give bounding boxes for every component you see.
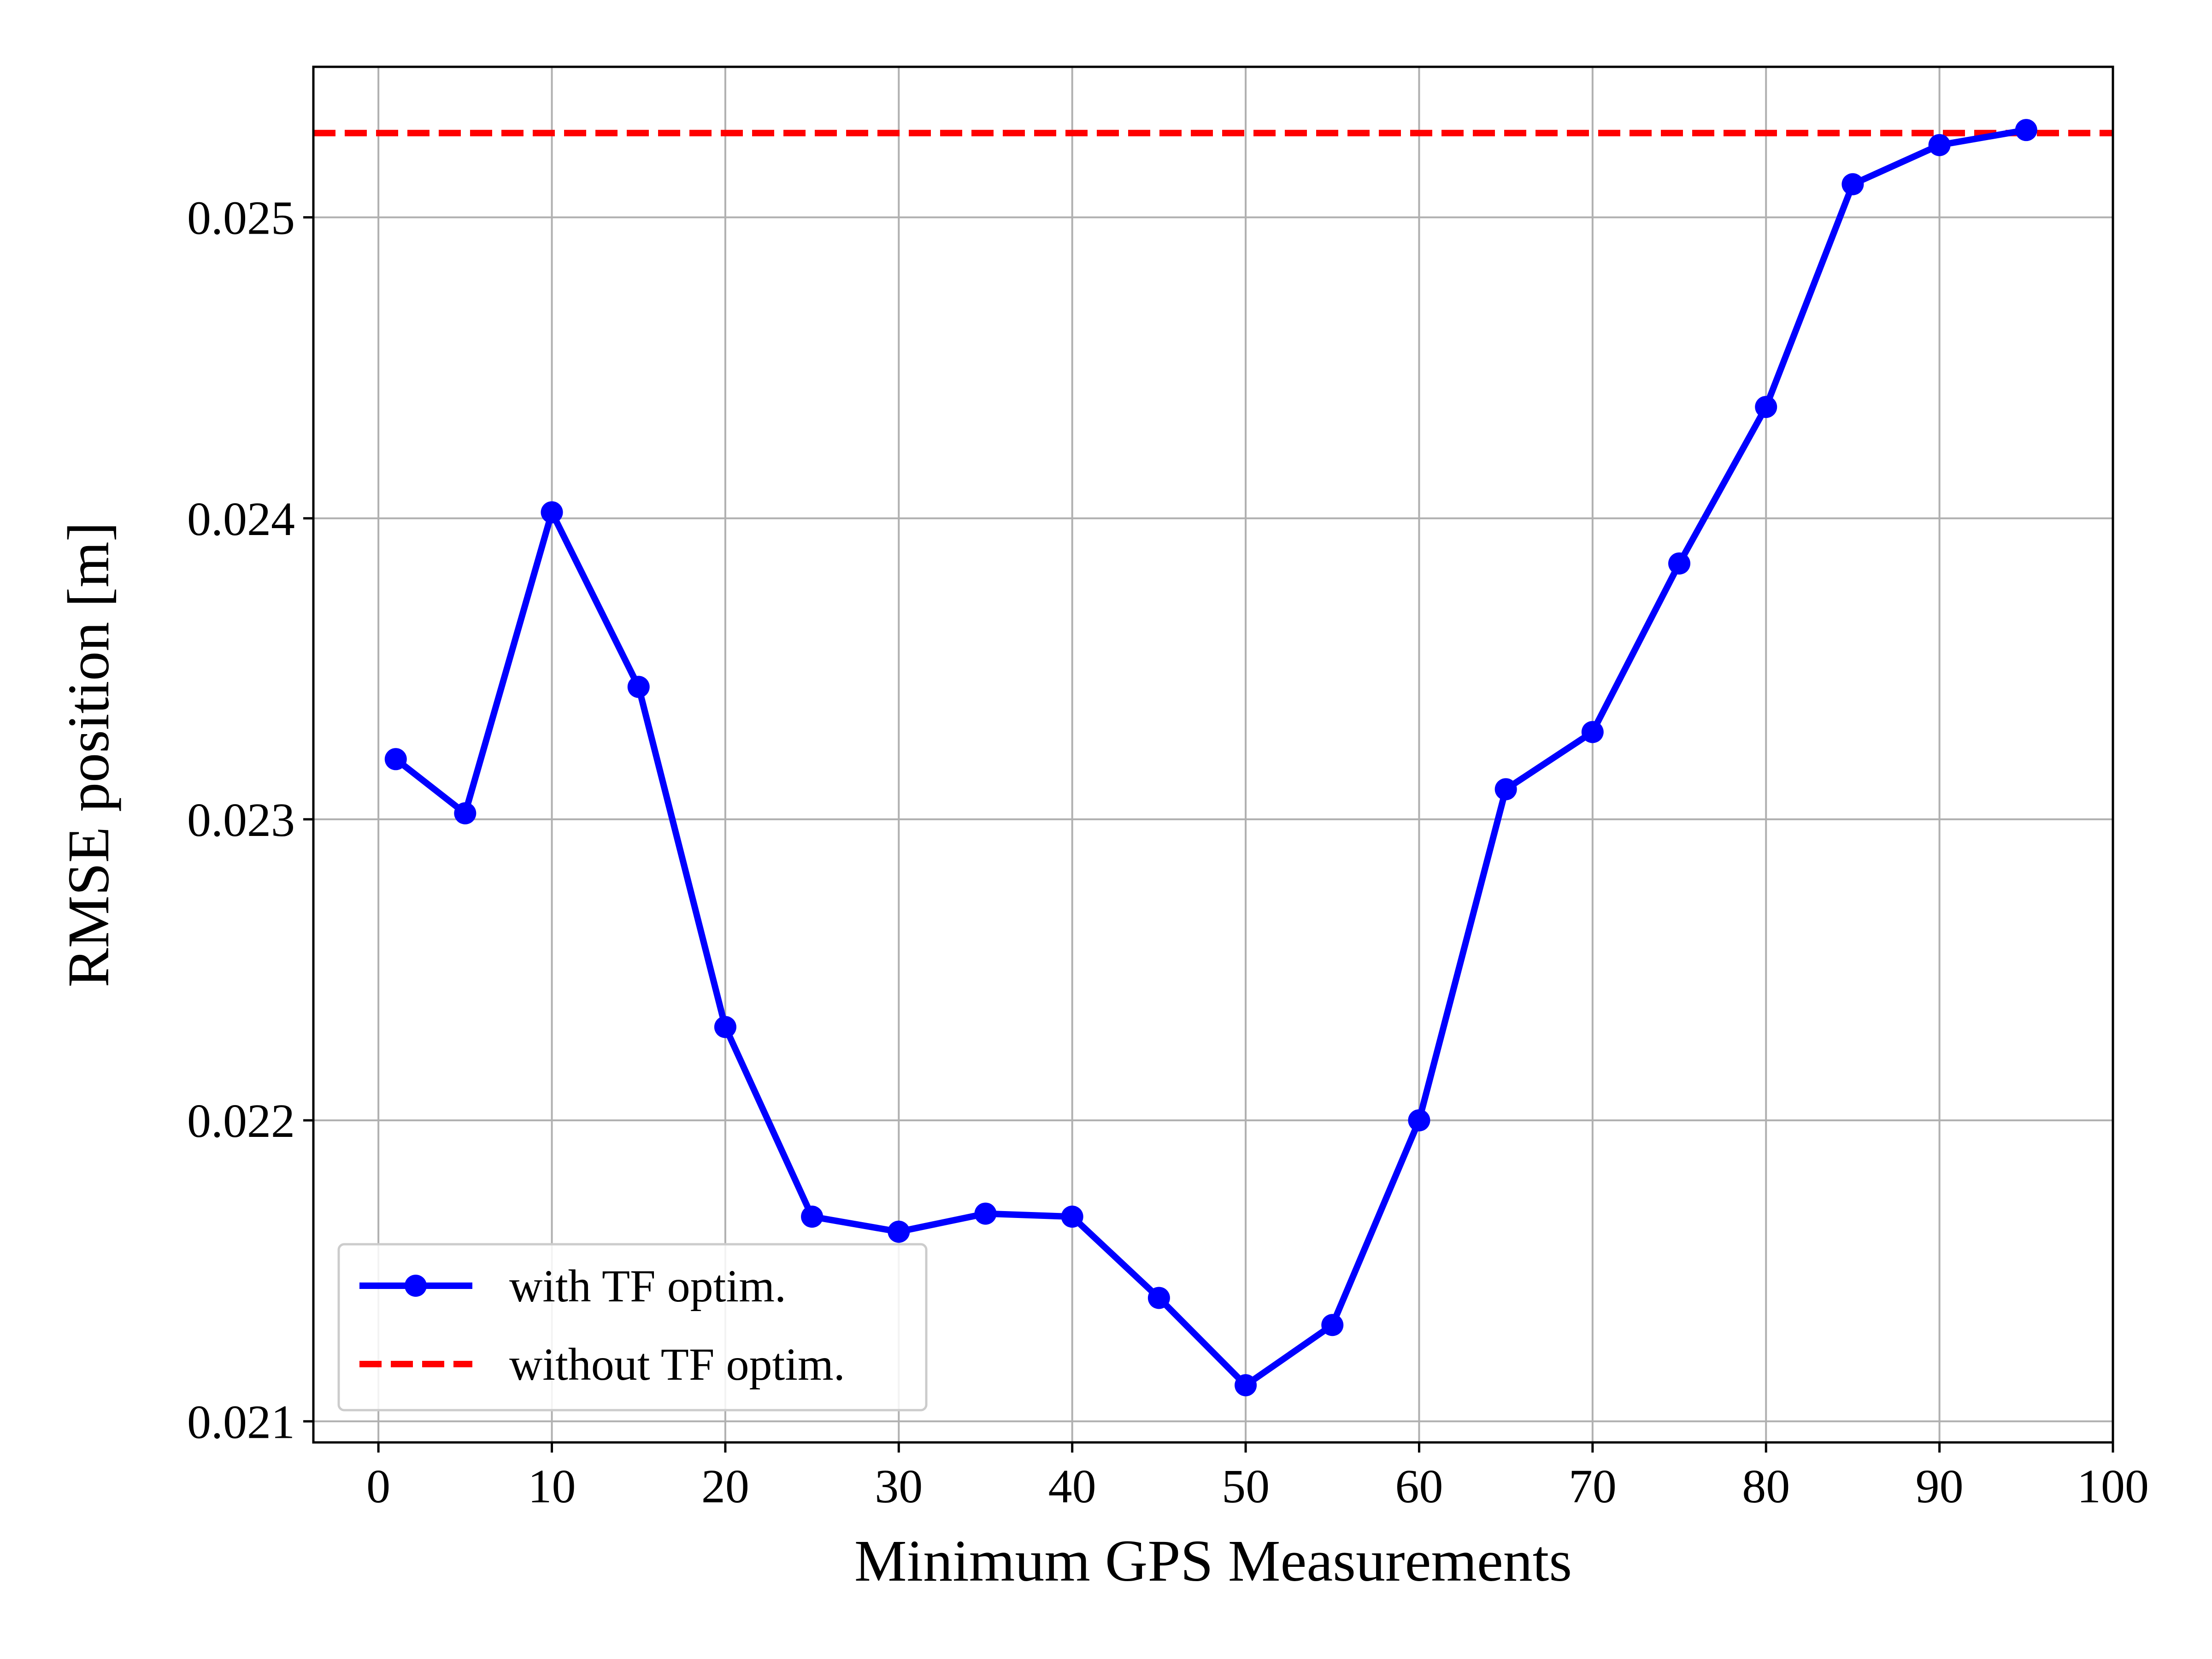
legend-marker-with-tf xyxy=(405,1275,427,1297)
data-point xyxy=(627,676,650,698)
x-tick-label: 50 xyxy=(1222,1460,1270,1513)
y-tick-label: 0.023 xyxy=(187,794,295,847)
data-point xyxy=(714,1016,736,1038)
data-point xyxy=(1581,721,1604,743)
data-point xyxy=(1061,1206,1083,1228)
x-tick-label: 30 xyxy=(875,1460,923,1513)
x-tick-label: 20 xyxy=(701,1460,749,1513)
data-point xyxy=(1494,778,1517,800)
legend-box xyxy=(337,1243,928,1412)
y-tick-label: 0.021 xyxy=(187,1395,295,1448)
x-tick-label: 10 xyxy=(528,1460,576,1513)
x-tick-label: 100 xyxy=(2077,1460,2149,1513)
x-tick-label: 40 xyxy=(1048,1460,1096,1513)
x-tick-label: 80 xyxy=(1742,1460,1790,1513)
legend-label-without-tf: without TF optim. xyxy=(509,1339,845,1390)
x-axis-title: Minimum GPS Measurements xyxy=(854,1528,1572,1594)
data-point xyxy=(1147,1287,1170,1309)
x-axis-ticks: 0 10 20 30 40 50 60 70 80 90 100 xyxy=(366,1442,2149,1513)
data-point xyxy=(801,1206,824,1228)
x-tick-label: 70 xyxy=(1569,1460,1617,1513)
data-point xyxy=(2015,119,2037,141)
data-point xyxy=(541,501,563,524)
data-point xyxy=(1408,1109,1430,1132)
legend: with TF optim. without TF optim. xyxy=(337,1243,928,1412)
x-tick-label: 60 xyxy=(1395,1460,1443,1513)
data-point xyxy=(454,802,477,824)
data-point xyxy=(1928,134,1951,156)
data-point xyxy=(974,1202,997,1225)
data-point xyxy=(1321,1314,1344,1336)
y-tick-label: 0.025 xyxy=(187,192,295,245)
data-point xyxy=(888,1220,910,1243)
series-line-with-tf xyxy=(394,127,2027,1388)
y-tick-label: 0.024 xyxy=(187,493,295,546)
series-group xyxy=(384,119,2037,1396)
legend-label-with-tf: with TF optim. xyxy=(509,1260,786,1312)
data-point xyxy=(1755,396,1777,418)
data-point xyxy=(384,748,407,771)
y-axis-ticks: 0.021 0.022 0.023 0.024 0.025 xyxy=(187,192,313,1448)
x-tick-label: 0 xyxy=(366,1460,390,1513)
data-point xyxy=(1841,173,1864,195)
y-tick-label: 0.022 xyxy=(187,1094,295,1147)
x-tick-label: 90 xyxy=(1916,1460,1964,1513)
data-point xyxy=(1235,1374,1257,1396)
plot-area-frame xyxy=(312,65,2114,1444)
data-point xyxy=(1668,552,1691,575)
y-axis-title: RMSE position [m] xyxy=(56,522,121,988)
